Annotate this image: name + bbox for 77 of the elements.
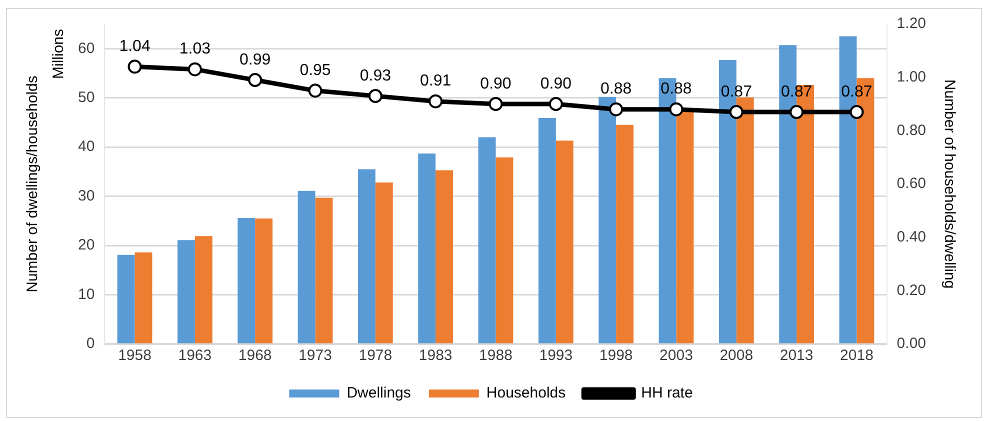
y-axis-title: Number of dwellings/households — [24, 76, 42, 292]
bar — [177, 240, 195, 344]
y-tick-label: 40 — [78, 138, 95, 156]
y2-tick-label: 0.40 — [896, 228, 926, 246]
bar — [496, 157, 514, 344]
point — [308, 84, 322, 98]
data-label: 0.88 — [660, 80, 692, 98]
point — [368, 89, 382, 103]
x-tick-label: 2003 — [660, 347, 693, 364]
bar — [538, 118, 556, 344]
y2-tick-label: 0.60 — [896, 175, 926, 192]
point — [548, 97, 563, 111]
x-tick-label: 1988 — [479, 347, 512, 364]
y2-tick-label: 1.00 — [896, 68, 926, 86]
bar — [676, 110, 694, 344]
y2-tick-label: 0.80 — [896, 122, 926, 139]
x-tick-label: 1998 — [599, 347, 633, 364]
point — [790, 105, 804, 119]
y-tick-label: 60 — [78, 40, 95, 57]
point — [609, 102, 624, 116]
point — [188, 62, 202, 76]
x-tick-label: 2018 — [840, 347, 874, 364]
bar — [238, 218, 256, 344]
y-tick-label: 30 — [78, 187, 95, 204]
point — [488, 97, 503, 111]
data-label: 1.03 — [179, 40, 211, 58]
bar — [358, 169, 376, 344]
y2-axis-title: Number of households/dwelling — [940, 79, 958, 289]
data-label: 0.88 — [600, 80, 632, 98]
y2-tick-label: 0.20 — [896, 282, 926, 299]
bar — [194, 236, 212, 344]
data-label: 0.91 — [420, 72, 452, 90]
bar — [478, 137, 496, 344]
point — [669, 102, 684, 116]
bar — [298, 190, 316, 344]
point — [729, 105, 744, 119]
bar — [418, 153, 436, 344]
x-tick-label: 1978 — [358, 347, 392, 364]
x-tick-label: 1968 — [238, 347, 272, 364]
bar — [736, 97, 754, 344]
bar — [375, 182, 393, 344]
legend-label: HH rate — [641, 384, 693, 402]
point — [248, 73, 262, 87]
point — [128, 60, 142, 74]
y2-tick-label: 1.20 — [896, 15, 926, 32]
bar — [436, 170, 454, 344]
x-tick-label: 1963 — [178, 347, 212, 364]
y2-tick-label: 0.00 — [896, 335, 926, 352]
x-tick-label: 2013 — [780, 347, 814, 364]
y-tick-label: 0 — [86, 335, 95, 352]
x-tick-label: 1983 — [418, 347, 452, 364]
y-tick-label: 20 — [78, 236, 95, 254]
point — [428, 94, 443, 108]
y-tick-label: 50 — [78, 88, 95, 106]
text: Millions — [50, 28, 67, 80]
data-label: 0.95 — [300, 62, 331, 80]
legend-label: Households — [486, 384, 566, 402]
data-label: 0.90 — [480, 75, 512, 92]
data-label: 0.99 — [240, 51, 271, 68]
point — [850, 105, 864, 119]
y-tick-label: 10 — [78, 286, 95, 303]
x-tick-label: 1958 — [118, 347, 152, 364]
data-label: 0.93 — [360, 67, 392, 84]
bar — [255, 218, 273, 344]
bar — [598, 96, 616, 344]
data-label: 0.90 — [540, 75, 572, 92]
data-label: 0.87 — [720, 83, 752, 100]
x-tick-label: 1973 — [298, 347, 332, 364]
legend-label: Dwellings — [346, 384, 411, 402]
bar — [556, 140, 574, 344]
bar — [117, 254, 135, 344]
x-tick-label: 2008 — [720, 347, 754, 364]
data-label: 1.04 — [119, 38, 150, 56]
bar — [616, 124, 634, 344]
bar — [315, 198, 333, 344]
bar — [134, 252, 152, 344]
x-tick-label: 1993 — [539, 347, 573, 364]
